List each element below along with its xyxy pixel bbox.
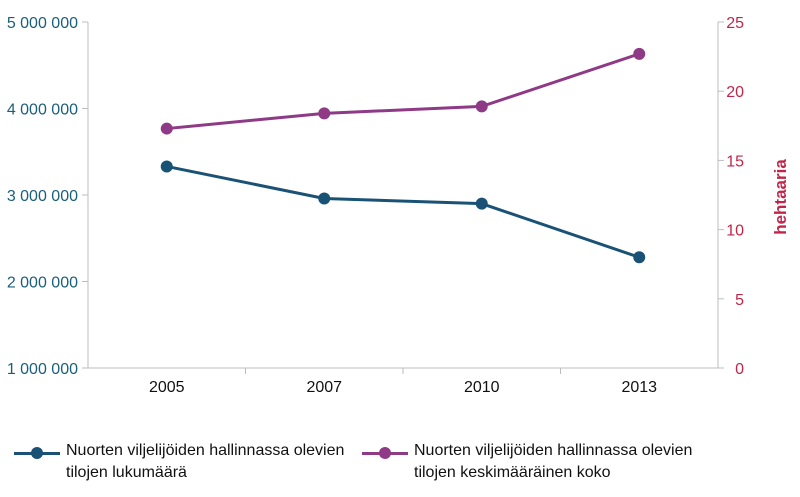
series-line-size <box>166 52 640 131</box>
left-tick-label: 5 000 000 <box>7 15 78 32</box>
x-tick-label: 2007 <box>306 379 342 396</box>
x-tick-label: 2013 <box>621 379 657 396</box>
data-point-size <box>475 100 488 113</box>
left-tick-label: 1 000 000 <box>7 361 78 378</box>
legend-marker-size <box>362 446 408 460</box>
data-point-size <box>160 122 173 135</box>
data-point-count <box>475 197 488 210</box>
legend-label-size: Nuorten viljelijöiden hallinnassa olevie… <box>414 442 693 481</box>
right-tick-label: 15 <box>726 153 744 170</box>
data-point-count <box>160 160 173 173</box>
series-line-count <box>166 164 640 259</box>
right-tick-label: 25 <box>726 15 744 32</box>
x-tick-label: 2010 <box>464 379 500 396</box>
data-point-size <box>633 47 646 60</box>
data-point-size <box>318 107 331 120</box>
right-tick-label: 0 <box>735 361 744 378</box>
data-point-count <box>318 192 331 205</box>
right-tick-label: 10 <box>726 223 744 240</box>
right-axis-label: hehtaaria <box>771 159 790 235</box>
legend-item-size: Nuorten viljelijöiden hallinnassa olevie… <box>362 440 714 484</box>
legend-label-count: Nuorten viljelijöiden hallinnassa olevie… <box>66 442 345 481</box>
left-tick-label: 2 000 000 <box>7 275 78 292</box>
legend-marker-count <box>14 446 60 460</box>
left-tick-label: 4 000 000 <box>7 102 78 119</box>
x-tick-label: 2005 <box>149 379 185 396</box>
right-tick-label: 5 <box>735 292 744 309</box>
legend-item-count: Nuorten viljelijöiden hallinnassa olevie… <box>14 440 366 484</box>
left-tick-label: 3 000 000 <box>7 188 78 205</box>
data-point-count <box>633 251 646 264</box>
right-tick-label: 20 <box>726 84 744 101</box>
